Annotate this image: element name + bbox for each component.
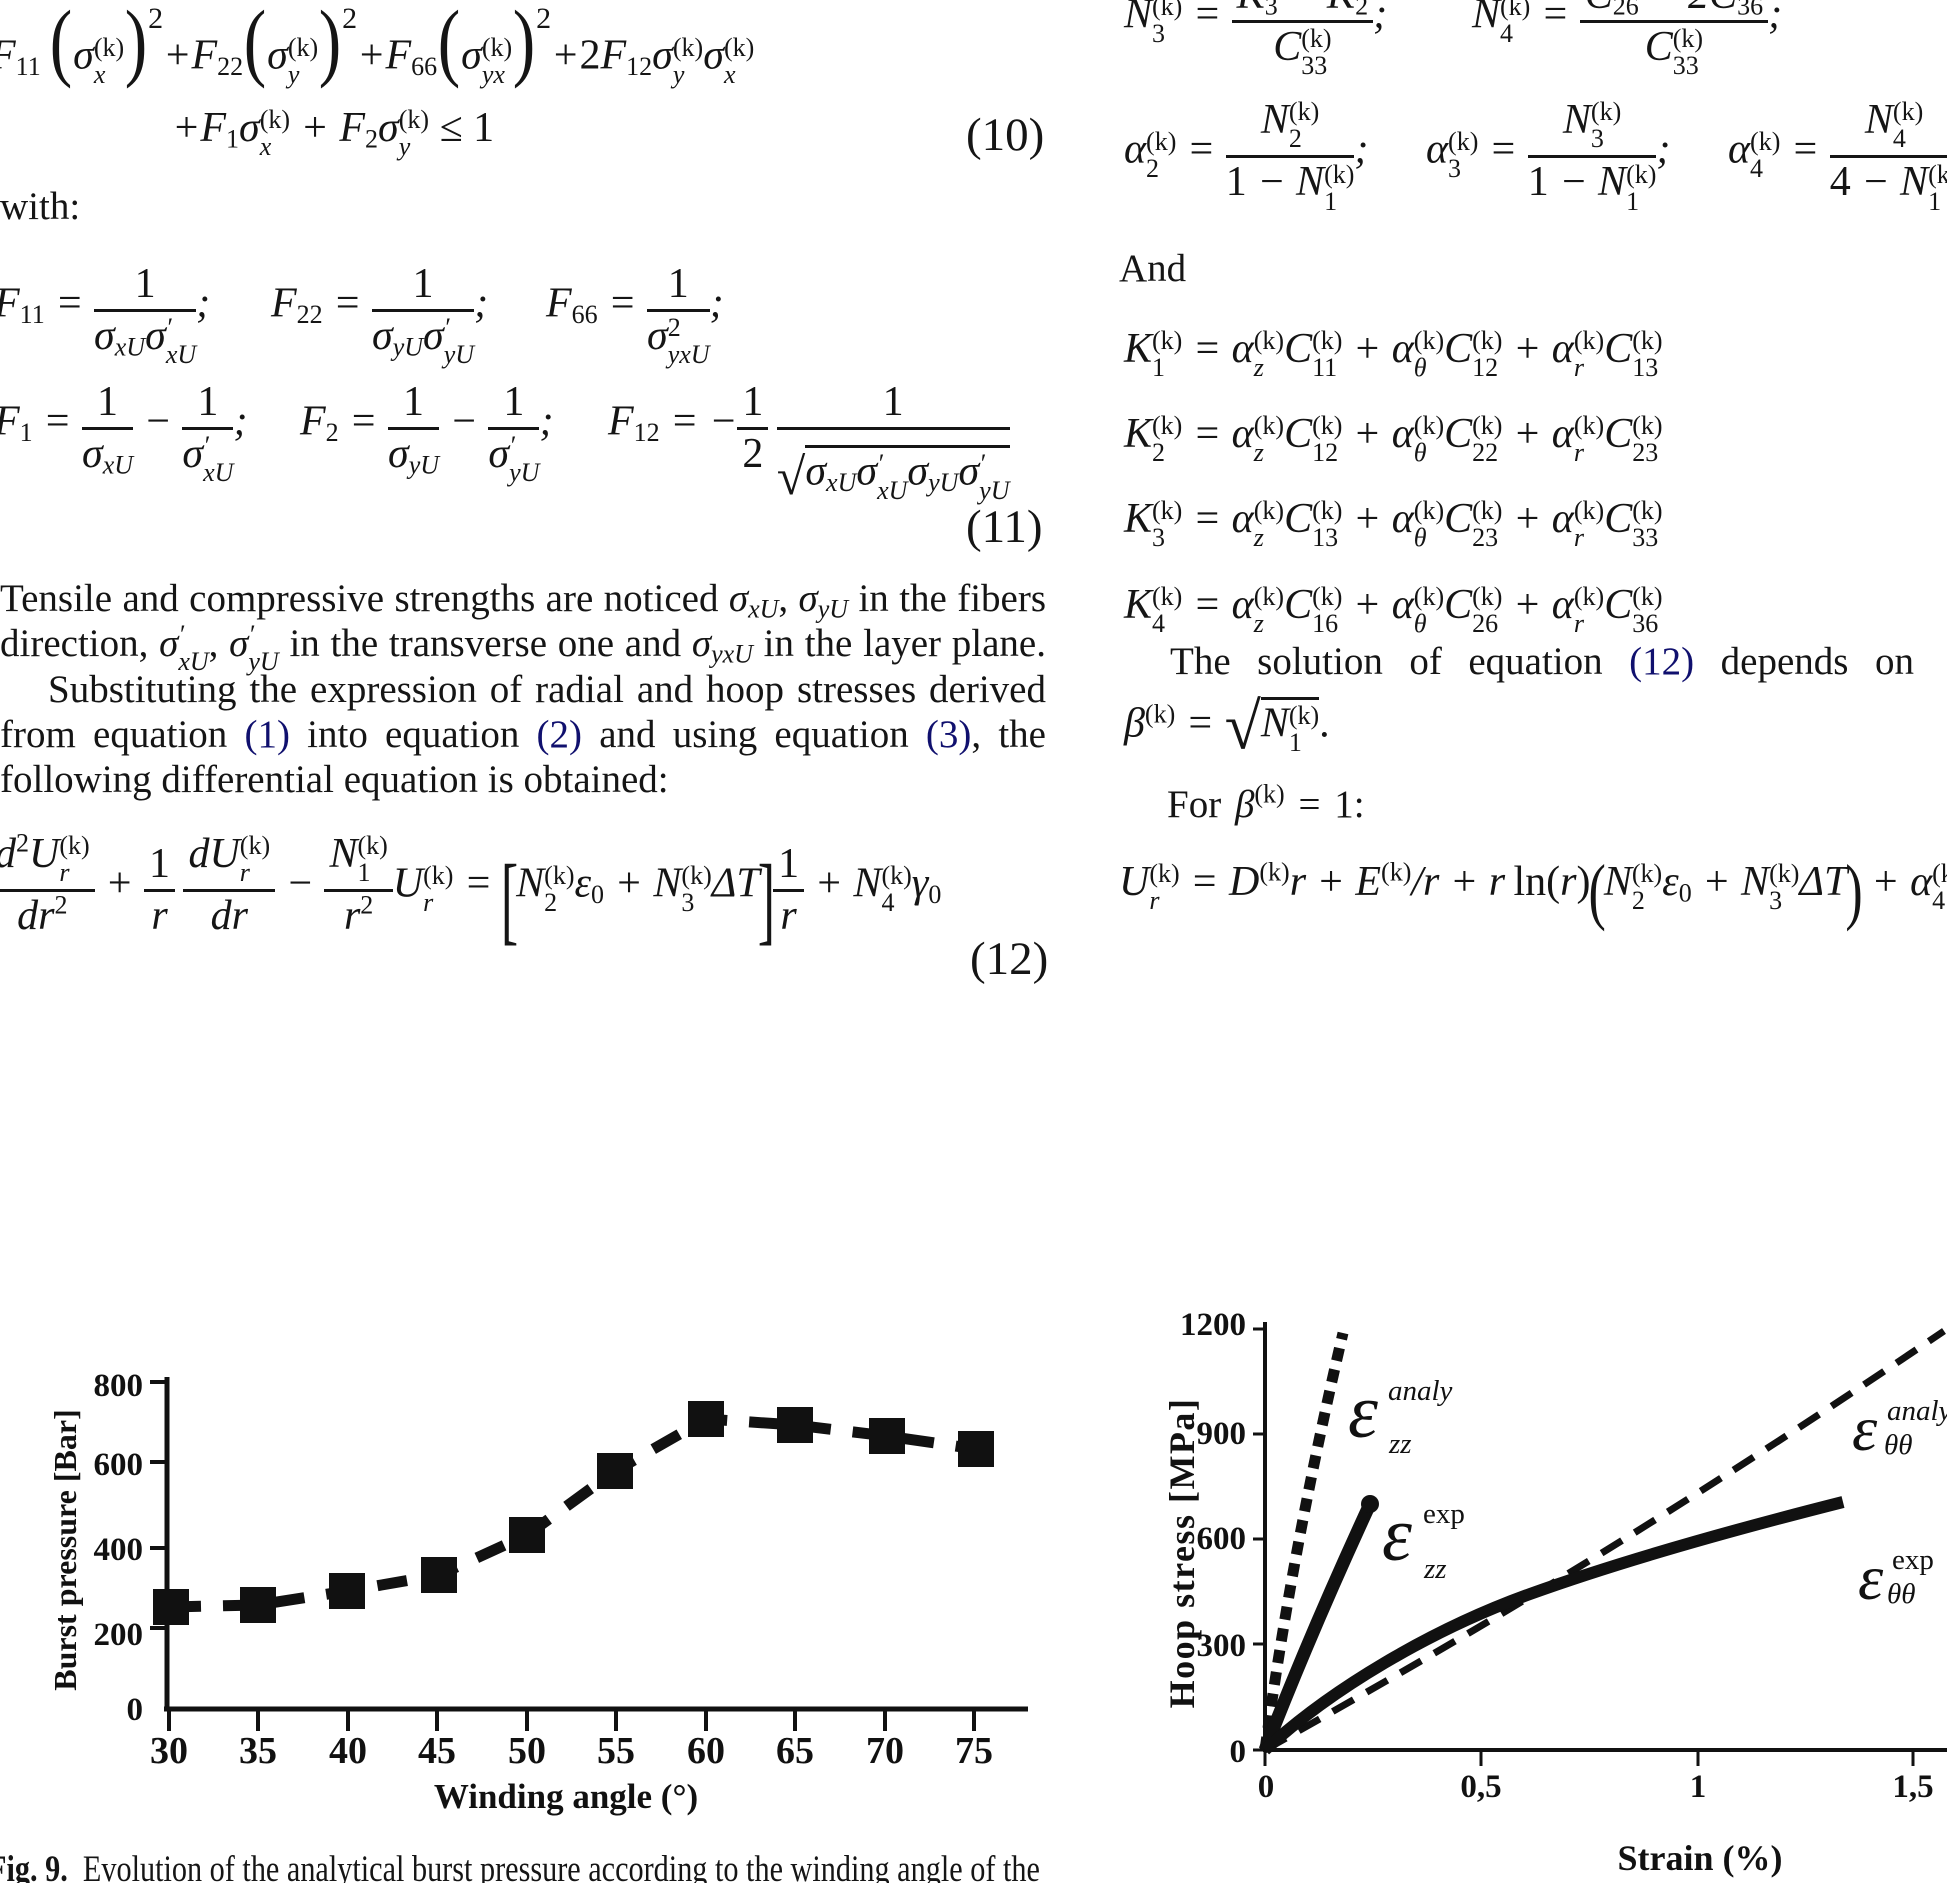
svg-text:exp: exp — [1892, 1544, 1934, 1576]
svg-text:1: 1 — [1690, 1769, 1707, 1805]
svg-text:ε: ε — [1852, 1393, 1878, 1464]
svg-text:75: 75 — [955, 1730, 993, 1772]
svg-text:60: 60 — [687, 1730, 725, 1772]
svg-text:0: 0 — [1230, 1734, 1247, 1770]
svg-text:ε: ε — [1348, 1370, 1378, 1454]
svg-text:Strain (%): Strain (%) — [1618, 1838, 1783, 1878]
svg-text:65: 65 — [776, 1730, 814, 1772]
svg-text:zz: zz — [1388, 1428, 1412, 1460]
svg-text:70: 70 — [866, 1730, 904, 1772]
svg-text:exp: exp — [1423, 1498, 1465, 1530]
svg-text:900: 900 — [1197, 1416, 1247, 1452]
svg-text:θθ: θθ — [1887, 1578, 1916, 1610]
svg-text:0: 0 — [1258, 1769, 1275, 1805]
svg-text:40: 40 — [329, 1730, 367, 1772]
svg-text:analy: analy — [1887, 1395, 1947, 1427]
svg-text:55: 55 — [597, 1730, 635, 1772]
svg-text:0,5: 0,5 — [1460, 1769, 1501, 1805]
svg-text:analy: analy — [1388, 1375, 1453, 1407]
svg-text:Winding angle (°): Winding angle (°) — [434, 1777, 698, 1816]
svg-text:35: 35 — [239, 1730, 277, 1772]
svg-text:ε: ε — [1382, 1493, 1412, 1577]
svg-text:30: 30 — [150, 1730, 188, 1772]
svg-text:45: 45 — [418, 1730, 456, 1772]
svg-text:300: 300 — [1197, 1628, 1247, 1664]
svg-text:600: 600 — [1197, 1521, 1247, 1557]
svg-text:800: 800 — [94, 1368, 144, 1404]
svg-text:θθ: θθ — [1884, 1429, 1913, 1461]
svg-text:ε: ε — [1858, 1542, 1884, 1613]
svg-text:Hoop stress [MPa]: Hoop stress [MPa] — [1162, 1398, 1202, 1709]
svg-text:400: 400 — [94, 1532, 144, 1568]
svg-text:1,5: 1,5 — [1892, 1769, 1933, 1805]
svg-text:0: 0 — [127, 1692, 144, 1728]
svg-text:200: 200 — [94, 1617, 144, 1653]
svg-text:zz: zz — [1423, 1553, 1447, 1585]
svg-text:50: 50 — [508, 1730, 546, 1772]
svg-text:600: 600 — [94, 1447, 144, 1483]
svg-text:1200: 1200 — [1180, 1307, 1246, 1343]
svg-text:Burst pressure [Bar]: Burst pressure [Bar] — [47, 1409, 83, 1690]
